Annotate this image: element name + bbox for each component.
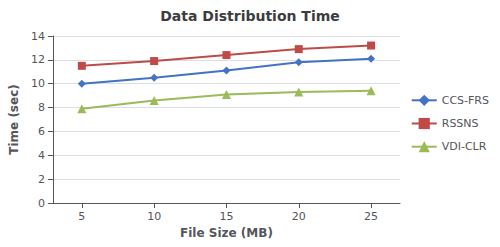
svg-text:5: 5 (78, 210, 85, 223)
svg-text:15: 15 (219, 210, 233, 223)
svg-text:CCS-FRS: CCS-FRS (442, 94, 489, 107)
svg-text:2: 2 (38, 173, 45, 186)
svg-text:25: 25 (364, 210, 378, 223)
svg-text:0: 0 (38, 197, 45, 210)
svg-text:Time (sec): Time (sec) (7, 84, 21, 154)
svg-text:Data Distribution Time: Data Distribution Time (160, 8, 340, 24)
svg-text:RSSNS: RSSNS (442, 117, 479, 130)
svg-text:12: 12 (31, 53, 45, 66)
svg-text:6: 6 (38, 125, 45, 138)
svg-text:14: 14 (31, 30, 45, 43)
svg-text:VDI-CLR: VDI-CLR (442, 140, 487, 153)
svg-text:4: 4 (38, 149, 45, 162)
svg-text:8: 8 (38, 101, 45, 114)
svg-text:20: 20 (292, 210, 306, 223)
svg-text:10: 10 (147, 210, 161, 223)
svg-text:File Size (MB): File Size (MB) (180, 226, 273, 240)
svg-text:10: 10 (31, 77, 45, 90)
